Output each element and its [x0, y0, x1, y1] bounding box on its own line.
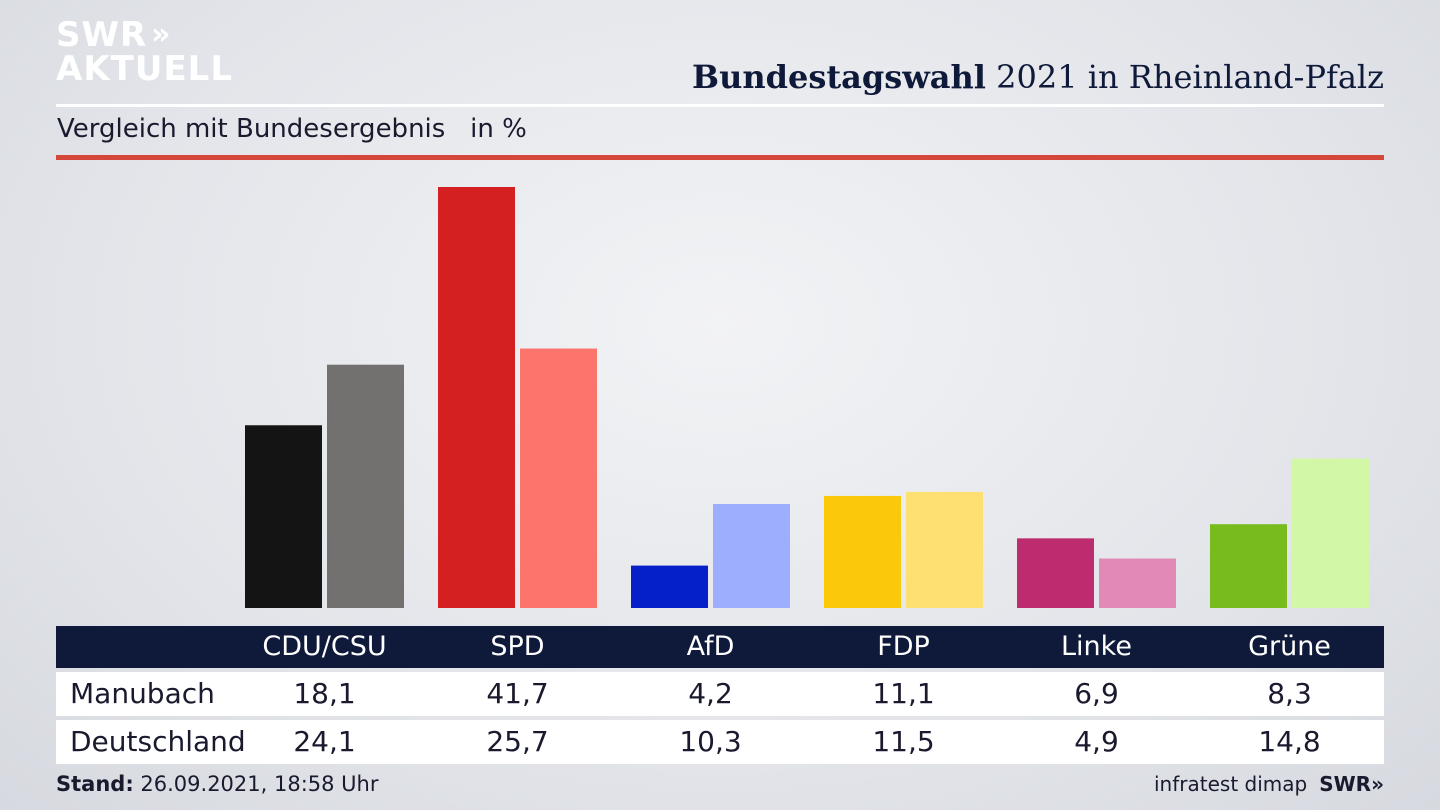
title-rest: 2021 in Rheinland-Pfalz: [985, 58, 1384, 96]
value-cell: 10,3: [679, 725, 742, 758]
bar-gr-ne-manubach: [1210, 524, 1287, 608]
row-label-manubach: Manubach: [70, 677, 215, 710]
source-credit: infratest dimap SWR»: [1154, 772, 1384, 796]
bar-gr-ne-deutschland: [1292, 458, 1369, 608]
brand-chevron-icon: »: [1371, 772, 1384, 796]
value-cell: 6,9: [1074, 677, 1119, 710]
value-cell: 11,1: [872, 677, 935, 710]
bar-linke-manubach: [1017, 538, 1094, 608]
logo-swr-text: SWR: [56, 15, 148, 55]
value-cell: 24,1: [293, 725, 356, 758]
value-cell: 25,7: [486, 725, 549, 758]
category-label: SPD: [490, 631, 545, 662]
table-header-row: CDU/CSU SPD AfD FDP Linke Grüne: [56, 626, 1384, 668]
header-divider: [56, 104, 1384, 107]
subtitle-divider: [56, 155, 1384, 160]
value-cell: 14,8: [1258, 725, 1321, 758]
title-bold: Bundestagswahl: [692, 58, 986, 96]
bar-afd-deutschland: [713, 504, 790, 608]
value-cell: 4,9: [1074, 725, 1119, 758]
results-table: CDU/CSU SPD AfD FDP Linke Grüne Manubach 18,1…: [56, 626, 1384, 764]
row-label-deutschland: Deutschland: [70, 725, 246, 758]
source-text: infratest dimap: [1154, 772, 1308, 796]
bar-cdu-csu-manubach: [245, 425, 322, 608]
value-cell: 18,1: [293, 677, 356, 710]
bar-afd-manubach: [631, 565, 708, 608]
bar-cdu-csu-deutschland: [327, 364, 404, 608]
bar-spd-manubach: [438, 187, 515, 608]
bar-fdp-deutschland: [906, 491, 983, 608]
value-cell: 41,7: [486, 677, 549, 710]
bar-fdp-manubach: [824, 495, 901, 608]
bar-spd-deutschland: [520, 348, 597, 608]
swr-brand-logo: SWR»: [1319, 772, 1384, 796]
bar-linke-deutschland: [1099, 558, 1176, 608]
value-cell: 11,5: [872, 725, 935, 758]
category-label: Linke: [1061, 631, 1132, 662]
swr-aktuell-logo: SWR» AKTUELL: [56, 15, 234, 89]
stand-value: 26.09.2021, 18:58 Uhr: [133, 772, 379, 796]
brand-text: SWR: [1319, 772, 1372, 796]
category-label: FDP: [877, 631, 930, 662]
category-label: CDU/CSU: [262, 631, 387, 662]
logo-aktuell-text: AKTUELL: [56, 49, 234, 89]
category-label: Grüne: [1248, 631, 1331, 662]
value-cell: 8,3: [1267, 677, 1312, 710]
table-row-manubach: Manubach 18,1 41,7 4,2 11,1 6,9 8,3: [56, 672, 1384, 716]
stand-label: Stand:: [56, 772, 134, 796]
category-label: AfD: [686, 631, 735, 662]
timestamp: Stand: 26.09.2021, 18:58 Uhr: [56, 772, 379, 796]
chart-subtitle: Vergleich mit Bundesergebnis in %: [57, 114, 527, 144]
value-cell: 4,2: [688, 677, 733, 710]
page-title: Bundestagswahl 2021 in Rheinland-Pfalz: [692, 58, 1384, 96]
table-row-deutschland: Deutschland 24,1 25,7 10,3 11,5 4,9 14,8: [56, 720, 1384, 764]
